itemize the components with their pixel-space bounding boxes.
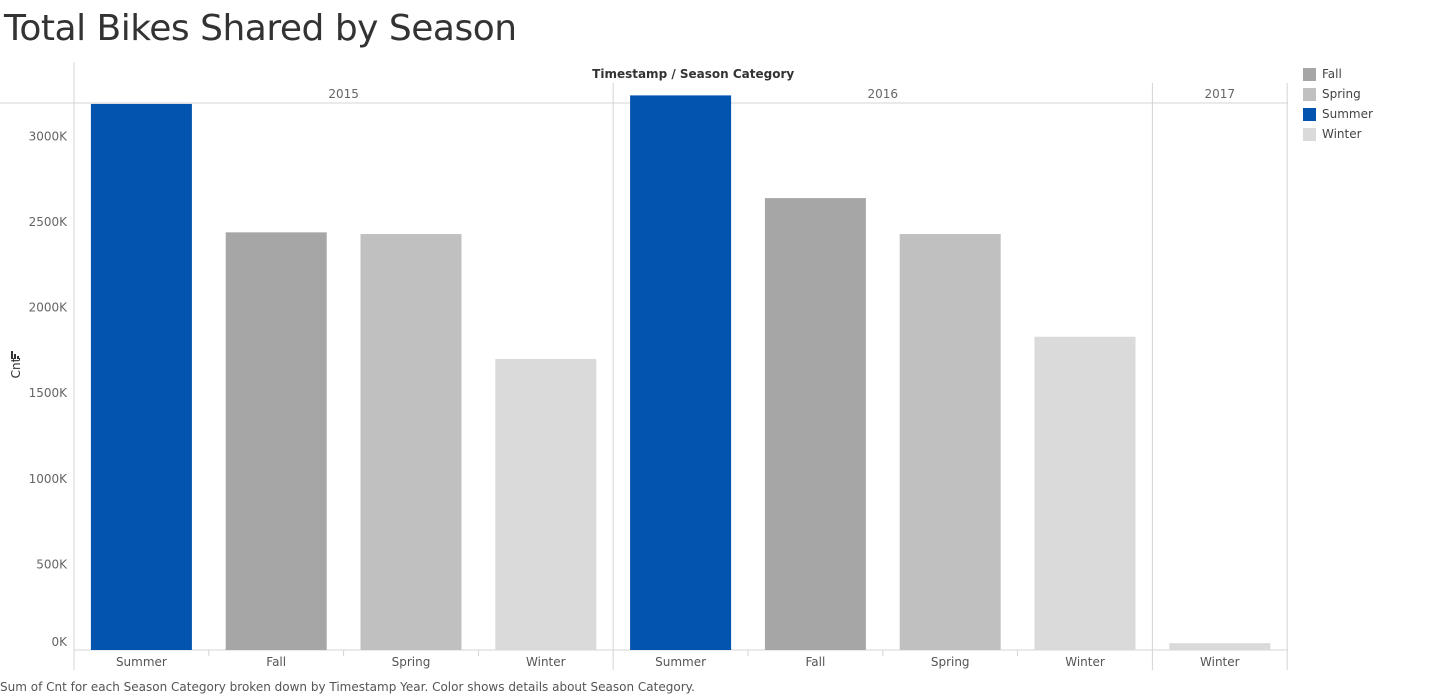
legend-swatch [1303, 87, 1316, 101]
year-label: 2016 [868, 87, 899, 101]
y-tick-label: 1000K [29, 472, 69, 486]
y-tick-label: 2500K [29, 215, 69, 229]
y-tick-label: 2000K [29, 301, 69, 315]
legend-swatch [1303, 127, 1316, 141]
chart-title: Total Bikes Shared by Season [4, 8, 517, 49]
y-tick-label: 500K [36, 557, 68, 571]
chart-caption: Sum of Cnt for each Season Category brok… [0, 680, 695, 694]
sort-icon-bar [14, 354, 16, 359]
year-label: 2017 [1205, 87, 1236, 101]
legend-item-fall[interactable]: Fall [1303, 64, 1373, 84]
y-tick-label: 1500K [29, 386, 69, 400]
category-tick-label: Winter [526, 655, 566, 669]
category-tick-label: Spring [931, 655, 970, 669]
bar-chart: Timestamp / Season Category 2015 Summer Fal… [0, 62, 1288, 670]
sort-icon[interactable] [11, 351, 13, 359]
bar-2016-winter[interactable] [1034, 336, 1136, 650]
legend-label: Summer [1322, 107, 1373, 121]
bar-2017-winter[interactable] [1169, 643, 1271, 650]
bar-2016-summer[interactable] [630, 95, 732, 650]
bar-2015-summer[interactable] [90, 103, 192, 650]
category-tick-label: Winter [1065, 655, 1105, 669]
bar-2016-fall[interactable] [764, 198, 866, 650]
category-tick-label: Fall [805, 655, 825, 669]
category-tick-label: Winter [1200, 655, 1240, 669]
bar-2015-spring[interactable] [360, 234, 462, 650]
category-tick-label: Summer [655, 655, 706, 669]
legend-item-summer[interactable]: Summer [1303, 104, 1373, 124]
category-tick-label: Summer [116, 655, 167, 669]
legend-label: Spring [1322, 87, 1361, 101]
y-tick-label: 3000K [29, 129, 69, 143]
legend-swatch [1303, 67, 1316, 81]
category-tick-label: Spring [392, 655, 431, 669]
bar-2015-winter[interactable] [495, 359, 597, 650]
legend: Fall Spring Summer Winter [1303, 64, 1373, 144]
bar-2015-fall[interactable] [225, 232, 327, 650]
legend-label: Fall [1322, 67, 1342, 81]
header-label: Timestamp / Season Category [592, 67, 794, 81]
legend-item-winter[interactable]: Winter [1303, 124, 1373, 144]
year-label: 2015 [328, 87, 359, 101]
legend-item-spring[interactable]: Spring [1303, 84, 1373, 104]
category-tick-label: Fall [266, 655, 286, 669]
legend-swatch [1303, 107, 1316, 121]
bar-2016-spring[interactable] [899, 234, 1001, 650]
y-axis-label: Cnt [9, 357, 23, 378]
legend-label: Winter [1322, 127, 1362, 141]
y-tick-label: 0K [51, 635, 68, 649]
sort-icon-bar [17, 356, 19, 359]
